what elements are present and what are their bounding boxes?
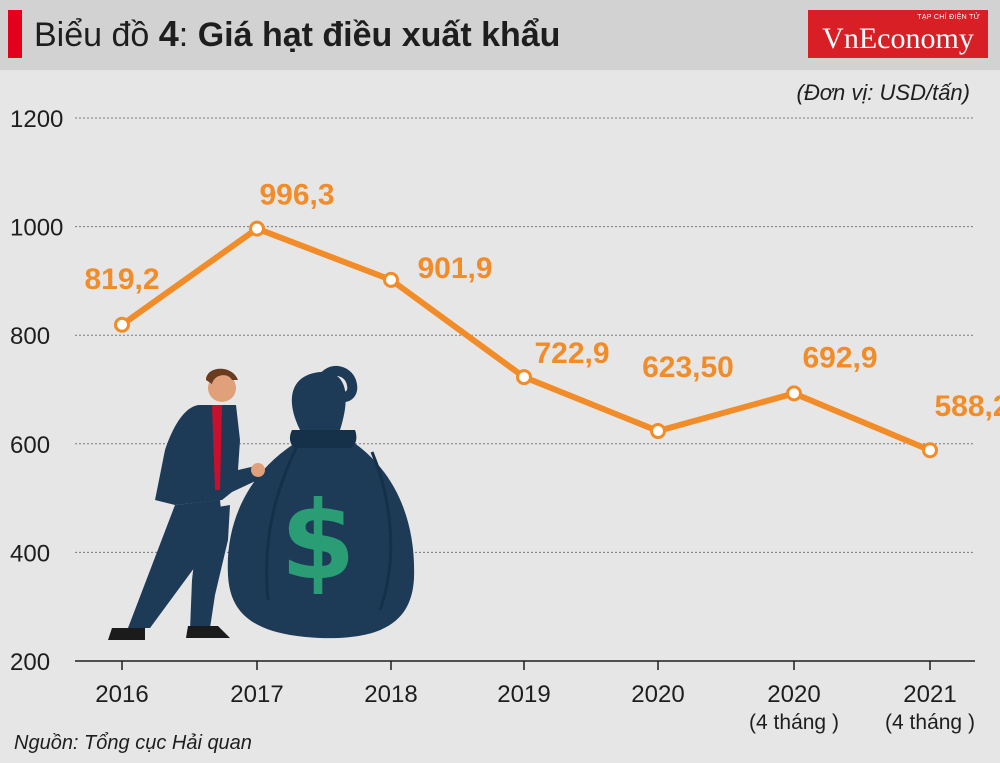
businessman-icon [108,368,265,640]
x-tick-label: 2020 [767,681,820,708]
price-line [119,225,933,454]
data-point [786,385,802,402]
x-tick-label: (4 tháng ) [885,711,975,734]
y-tick-label: 600 [10,432,50,459]
data-point [922,442,938,459]
x-axis: 2016 2017 2018 2019 2020 2020 (4 tháng ) 2021 (4… [75,660,975,734]
title-prefix: Biểu đồ [34,16,159,54]
x-tick-label: 2019 [497,681,550,708]
y-tick-label: 1200 [10,106,63,133]
data-label: 623,50 [642,351,734,384]
unit-label: (Đơn vị: USD/tấn) [796,80,970,105]
dollar-sign-icon: $ [280,479,355,604]
data-points [114,220,938,459]
data-point [516,369,532,386]
data-labels: 819,2 996,3 901,9 722,9 623,50 692,9 588,2 [84,179,1000,424]
x-tick-label: 2021 [903,681,956,708]
data-label: 722,9 [534,337,609,370]
source-note: Nguồn: Tổng cục Hải quan [14,732,252,754]
money-bag-icon: $ [227,366,415,639]
y-tick-label: 400 [10,540,50,567]
brand-name: VnEconomy [822,22,974,55]
title-accent-bar [8,10,22,58]
data-point [650,423,666,440]
title-colon: : [178,16,198,54]
x-tick-label: (4 tháng ) [749,711,839,734]
price-series [119,225,933,454]
data-label: 901,9 [417,252,492,285]
data-label: 692,9 [802,341,877,374]
data-point [383,271,399,288]
chart-title: Biểu đồ 4: Giá hạt điều xuất khẩu [34,14,560,55]
brand-tagline: TẠP CHÍ ĐIỆN TỬ [917,14,980,21]
data-label: 588,2 [934,390,1000,423]
x-tick-label: 2016 [95,681,148,708]
x-tick-label: 2017 [230,681,283,708]
title-number: 4 [158,13,179,54]
data-label: 819,2 [84,263,159,296]
data-label: 996,3 [259,179,334,212]
x-tick-label: 2020 [631,681,684,708]
y-axis-ticks: 200 400 600 800 1000 1200 [10,106,63,676]
y-tick-label: 1000 [10,215,63,242]
y-tick-label: 800 [10,323,50,350]
brand-logo: TẠP CHÍ ĐIỆN TỬ VnEconomy [808,10,988,58]
y-tick-label: 200 [10,649,50,676]
x-tick-label: 2018 [364,681,417,708]
title-main: Giá hạt điều xuất khẩu [197,16,561,54]
businessman-pushing-money-bag-icon: $ [108,366,415,640]
data-point [114,316,130,333]
data-point [249,220,265,237]
